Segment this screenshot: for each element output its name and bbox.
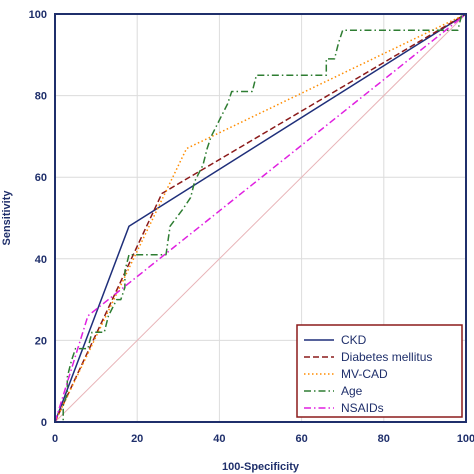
series-line-age — [55, 13, 466, 423]
reference-diagonal — [54, 13, 467, 423]
series-line-ckd — [54, 13, 467, 423]
y-tick-labels: 0 20 40 60 80 100 — [29, 9, 47, 429]
x-axis-title: 100-Specificity — [222, 461, 300, 473]
series-lines — [54, 13, 467, 423]
series-line-diabetes-mellitus — [54, 13, 467, 423]
y-tick-label: 40 — [35, 254, 47, 266]
x-tick-label: 100 — [457, 433, 474, 445]
legend-label: CKD — [341, 333, 367, 347]
y-tick-label: 100 — [29, 9, 47, 21]
x-tick-label: 40 — [213, 433, 225, 445]
reference-line — [54, 13, 467, 423]
plot-frame — [54, 13, 467, 423]
y-axis-title: Sensitivity — [1, 190, 13, 246]
y-tick-label: 60 — [35, 172, 47, 184]
legend: CKD Diabetes mellitus MV-CAD Age NSAIDs — [296, 324, 463, 418]
legend-label: NSAIDs — [341, 401, 384, 415]
legend-label: Diabetes mellitus — [341, 350, 432, 364]
x-tick-label: 60 — [295, 433, 307, 445]
y-tick-label: 0 — [41, 417, 47, 429]
x-tick-labels: 0 20 40 60 80 100 — [52, 433, 474, 445]
y-tick-label: 80 — [35, 91, 47, 103]
legend-label: MV-CAD — [341, 367, 388, 381]
x-tick-label: 80 — [378, 433, 390, 445]
x-tick-label: 20 — [131, 433, 143, 445]
y-tick-label: 20 — [35, 335, 47, 347]
series-line-mv-cad — [54, 13, 467, 423]
x-tick-label: 0 — [52, 433, 58, 445]
legend-label: Age — [341, 384, 363, 398]
